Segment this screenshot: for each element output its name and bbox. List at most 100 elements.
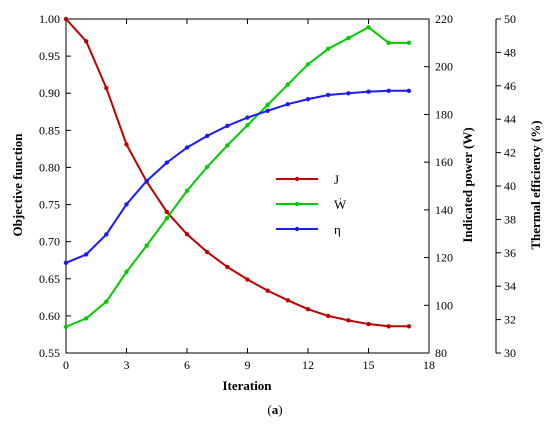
right2-tick-label: 38 — [504, 212, 516, 226]
left-tick-label: 0.95 — [39, 49, 60, 63]
data-point — [346, 35, 351, 41]
right1-tick-label: 220 — [435, 12, 453, 26]
legend-label: Ẇ — [334, 197, 347, 212]
series-line — [65, 26, 409, 328]
right2-tick-label: 40 — [504, 179, 516, 193]
data-point — [184, 232, 190, 237]
legend-label: η — [334, 222, 341, 237]
data-point — [225, 143, 230, 148]
data-point — [124, 142, 129, 147]
data-point — [164, 216, 170, 221]
legend-marker — [294, 226, 300, 232]
x-tick-label: 9 — [245, 358, 251, 372]
right2-tick-label: 36 — [504, 246, 516, 260]
legend-item: η — [276, 222, 341, 237]
x-tick-label: 15 — [363, 358, 375, 372]
left-tick-label: 0.80 — [39, 160, 60, 174]
plot-frame — [65, 18, 430, 354]
data-point — [124, 202, 129, 207]
left-axis-title: Objective function — [10, 133, 25, 237]
data-point — [83, 39, 89, 44]
data-point — [245, 122, 250, 128]
right2-tick-label: 44 — [504, 112, 516, 126]
data-point — [104, 232, 109, 237]
data-point — [305, 96, 311, 102]
data-point — [184, 188, 190, 193]
data-point — [305, 307, 311, 312]
right1-tick-label: 140 — [435, 203, 453, 217]
figure-caption: (a) — [267, 402, 282, 417]
data-point — [144, 178, 149, 184]
data-point — [124, 269, 129, 275]
left-tick-label: 0.85 — [39, 123, 60, 137]
right2-tick-label: 50 — [504, 12, 516, 26]
x-axis-title: Iteration — [222, 378, 272, 393]
legend-item: J — [276, 172, 339, 187]
data-point — [245, 277, 250, 282]
data-point — [325, 313, 331, 319]
data-point — [346, 318, 351, 323]
series-line — [65, 89, 409, 264]
x-tick-label: 3 — [124, 358, 130, 372]
series-2 — [63, 25, 412, 329]
left-tick-label: 0.65 — [39, 272, 60, 286]
data-point — [406, 40, 412, 46]
right2-tick-label: 30 — [504, 346, 516, 360]
legend: JẆη — [276, 172, 347, 237]
data-point — [63, 16, 69, 22]
series-layer — [63, 16, 412, 329]
right1-axis-title: Indicated power (W) — [460, 127, 475, 242]
data-point — [225, 123, 230, 129]
data-point — [366, 89, 371, 94]
right2-tick-label: 48 — [504, 45, 516, 59]
right2-tick-label: 46 — [504, 79, 516, 93]
left-tick-label: 0.60 — [39, 309, 60, 323]
data-point — [265, 102, 270, 108]
x-tick-label: 12 — [302, 358, 314, 372]
x-tick-label: 6 — [184, 358, 190, 372]
data-point — [83, 316, 89, 321]
data-point — [366, 25, 371, 30]
x-tick-label: 0 — [63, 358, 69, 372]
data-point — [265, 108, 270, 114]
data-point — [386, 324, 391, 329]
axes: 0 3 6 9 12 15 180.550.600.650.700.750.800.850.… — [39, 12, 516, 372]
data-point — [144, 243, 149, 248]
left-tick-label: 0.55 — [39, 346, 60, 360]
data-point — [386, 88, 391, 94]
right2-axis-title: Thermal efficiency (%) — [528, 120, 543, 249]
right2-tick-label: 34 — [504, 279, 516, 293]
left-tick-label: 0.70 — [39, 235, 60, 249]
data-point — [164, 160, 170, 165]
data-point — [104, 299, 109, 304]
data-point — [325, 46, 331, 52]
data-point — [63, 260, 69, 266]
data-point — [346, 91, 351, 96]
right1-tick-label: 100 — [435, 298, 453, 312]
right1-tick-label: 180 — [435, 107, 453, 121]
legend-marker — [294, 176, 300, 182]
left-tick-label: 1.00 — [39, 12, 60, 26]
data-point — [164, 209, 170, 215]
right1-tick-label: 80 — [435, 346, 447, 360]
data-point — [204, 249, 210, 255]
data-point — [386, 40, 391, 46]
data-point — [184, 145, 190, 150]
data-point — [406, 88, 412, 94]
right1-tick-label: 200 — [435, 60, 453, 74]
x-tick-label: 18 — [423, 358, 435, 372]
data-point — [265, 288, 270, 293]
right2-tick-label: 42 — [504, 146, 516, 160]
data-point — [285, 101, 291, 107]
legend-label: J — [334, 172, 339, 187]
right2-tick-label: 32 — [504, 313, 516, 327]
right1-tick-label: 160 — [435, 155, 453, 169]
data-point — [285, 82, 291, 87]
data-point — [204, 133, 210, 139]
data-point — [83, 252, 89, 257]
data-point — [245, 115, 250, 120]
legend-item: Ẇ — [276, 197, 347, 212]
series-3 — [63, 88, 412, 266]
series-line — [65, 18, 409, 328]
